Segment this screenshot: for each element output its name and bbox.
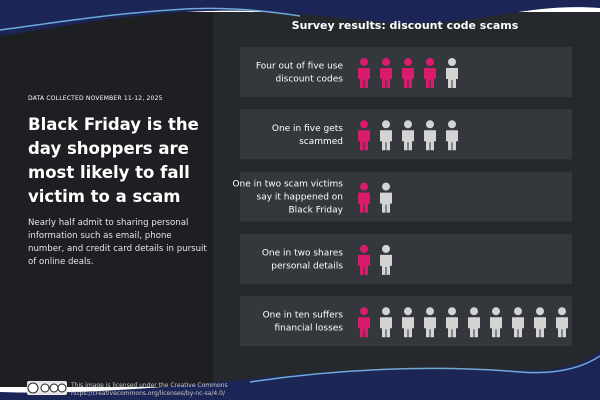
license-url: https://creativecommons.org/licenses/by-… bbox=[71, 390, 225, 397]
person-icon bbox=[446, 120, 458, 151]
row-label-line: personal details bbox=[271, 261, 343, 271]
person-icon bbox=[380, 244, 392, 275]
row-label: Four out of five use discount codes bbox=[256, 61, 344, 84]
chart-title: Survey results: discount code scams bbox=[292, 19, 519, 32]
person-icon-highlight bbox=[358, 182, 370, 213]
person-icon bbox=[380, 182, 392, 213]
row-label-line: One in ten suffers bbox=[263, 310, 344, 320]
person-icon bbox=[446, 307, 458, 338]
person-icon bbox=[380, 120, 392, 151]
top-wave-line bbox=[0, 7, 301, 31]
row-label-line: financial losses bbox=[274, 323, 343, 333]
row-card bbox=[240, 233, 572, 284]
person-icon-highlight bbox=[380, 58, 392, 88]
person-icon bbox=[556, 307, 568, 338]
person-icon-highlight bbox=[402, 58, 414, 88]
license-text: This image is licensed under the Creativ… bbox=[71, 382, 228, 389]
badge-icon bbox=[57, 383, 67, 393]
person-icon-highlight bbox=[358, 120, 370, 151]
row-label-line: say it happened on bbox=[257, 192, 344, 202]
person-icon-highlight bbox=[424, 58, 436, 88]
person-icon bbox=[468, 307, 480, 338]
person-icon bbox=[490, 307, 502, 338]
person-icon bbox=[424, 307, 436, 338]
row-label-line: Black Friday bbox=[289, 205, 344, 215]
person-icon bbox=[424, 120, 436, 151]
row-label: One in ten suffers financial losses bbox=[263, 310, 344, 333]
row-label-line: Four out of five use bbox=[256, 61, 344, 71]
row-label: One in five gets scammed bbox=[272, 123, 343, 146]
person-icon bbox=[402, 307, 414, 338]
row-label: One in two shares personal details bbox=[262, 248, 343, 271]
row-label-line: One in two shares bbox=[262, 248, 343, 258]
person-icon-highlight bbox=[358, 58, 370, 88]
top-wave bbox=[0, 0, 600, 36]
person-icon-highlight bbox=[358, 244, 370, 275]
person-icon bbox=[512, 307, 524, 338]
row-card bbox=[240, 171, 572, 222]
row-label-line: discount codes bbox=[275, 74, 343, 84]
body-text: Nearly half admit to sharing personal in… bbox=[28, 218, 207, 267]
row-label-line: scammed bbox=[299, 136, 343, 146]
person-icon bbox=[380, 307, 392, 338]
date-note: DATA COLLECTED NOVEMBER 11-12, 2025 bbox=[28, 95, 163, 102]
license-badge bbox=[27, 381, 67, 395]
row-label-line: One in five gets bbox=[272, 123, 343, 133]
person-icon bbox=[446, 58, 458, 88]
person-icon-highlight bbox=[358, 307, 370, 338]
bottom-wave-line bbox=[249, 355, 600, 383]
row-label: One in two scam victims say it happened o… bbox=[232, 179, 343, 215]
row-label-line: One in two scam victims bbox=[232, 179, 343, 189]
headline: Black Friday is the day shoppers are mos… bbox=[28, 115, 199, 206]
badge-icon bbox=[27, 382, 39, 394]
person-icon bbox=[534, 307, 546, 338]
badge-icon bbox=[40, 383, 50, 393]
badge-icon bbox=[49, 383, 59, 393]
person-icon bbox=[402, 120, 414, 151]
